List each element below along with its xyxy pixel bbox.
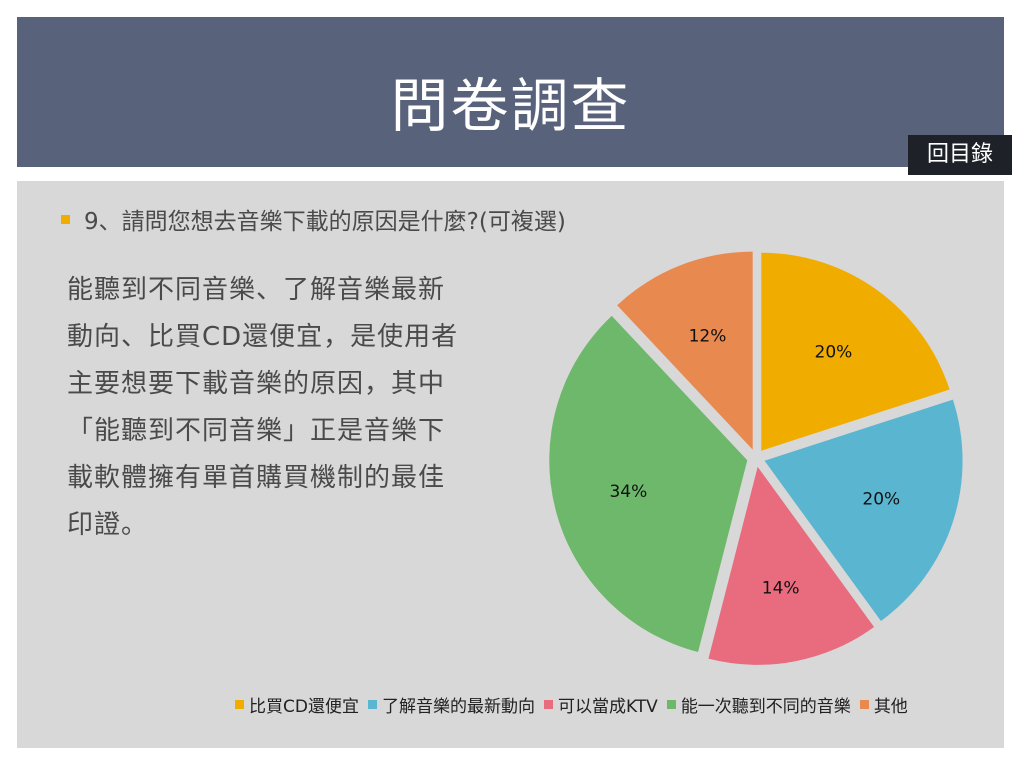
legend-swatch-2 <box>543 699 553 709</box>
legend-swatch-3 <box>666 699 676 709</box>
pie-slice-label-0: 20% <box>815 342 853 362</box>
pie-slice-label-3: 34% <box>609 482 647 502</box>
pie-slice-label-1: 20% <box>862 490 900 510</box>
slide-title: 問卷調查 <box>390 72 631 140</box>
slide-header: 問卷調查 回目錄 <box>17 17 1012 175</box>
pie-slice-4 <box>617 251 753 450</box>
legend-swatch-1 <box>367 699 377 709</box>
legend-item-0: 比買CD還便宜 <box>235 692 359 717</box>
legend-item-2: 可以當成KTV <box>543 692 658 717</box>
legend-item-1: 了解音樂的最新動向 <box>367 692 535 717</box>
pie-slice-label-4: 12% <box>689 326 727 346</box>
slide-content: 9、請問您想去音樂下載的原因是什麼?(可複選) 能聽到不同音樂、了解音樂最新動向… <box>17 181 1004 748</box>
question-line: 9、請問您想去音樂下載的原因是什麼?(可複選) <box>61 205 566 235</box>
pie-slice-0 <box>761 252 950 451</box>
legend-label-0: 比買CD還便宜 <box>249 696 359 717</box>
legend-swatch-4 <box>859 699 869 709</box>
pie-slice-2 <box>708 466 875 665</box>
legend-item-3: 能一次聽到不同的音樂 <box>666 692 851 717</box>
pie-slice-label-2: 14% <box>762 578 800 598</box>
pie-chart: 20% 20% 14% 34% 12% <box>549 251 963 665</box>
description-text: 能聽到不同音樂、了解音樂最新動向、比買CD還便宜，是使用者主要想要下載音樂的原因… <box>67 275 459 540</box>
question-text: 9、請問您想去音樂下載的原因是什麼?(可複選) <box>84 209 566 235</box>
pie-slice-3 <box>549 315 748 653</box>
pie-slice-1 <box>764 399 963 621</box>
back-to-contents-button[interactable]: 回目錄 <box>908 135 1012 175</box>
legend-label-4: 其他 <box>873 696 908 717</box>
legend-label-3: 能一次聽到不同的音樂 <box>680 696 851 717</box>
legend-swatch-0 <box>235 699 244 709</box>
chart-legend: 比買CD還便宜 了解音樂的最新動向 可以當成KTV 能一次聽到不同的音樂 其他 <box>235 692 917 717</box>
legend-label-1: 了解音樂的最新動向 <box>381 696 535 717</box>
legend-item-4: 其他 <box>859 692 908 717</box>
bullet-square-icon <box>61 214 70 224</box>
legend-label-2: 可以當成KTV <box>557 696 658 717</box>
